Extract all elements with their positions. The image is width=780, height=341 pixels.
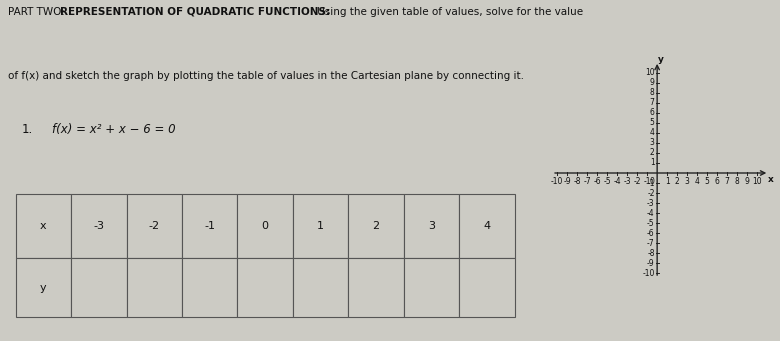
Bar: [404, 194, 459, 258]
Text: -6: -6: [594, 177, 601, 186]
Text: 8: 8: [650, 88, 654, 98]
Bar: [349, 194, 404, 258]
Text: -8: -8: [573, 177, 581, 186]
Text: REPRESENTATION OF QUADRATIC FUNCTIONS:: REPRESENTATION OF QUADRATIC FUNCTIONS:: [60, 7, 331, 17]
Text: 3: 3: [685, 177, 690, 186]
Bar: [237, 258, 293, 317]
Text: -4: -4: [647, 208, 654, 218]
Text: -5: -5: [647, 219, 654, 227]
Text: 1: 1: [650, 159, 654, 167]
Text: 1: 1: [665, 177, 669, 186]
Text: -2: -2: [149, 221, 160, 231]
Text: x: x: [40, 221, 47, 231]
Text: 0: 0: [262, 221, 268, 231]
Text: -1: -1: [204, 221, 215, 231]
Text: -2: -2: [647, 189, 654, 197]
Text: -3: -3: [623, 177, 631, 186]
Text: 4: 4: [650, 129, 654, 137]
Bar: [459, 258, 515, 317]
Text: 7: 7: [650, 99, 654, 107]
Text: -3: -3: [647, 198, 654, 208]
Bar: [126, 258, 182, 317]
Text: 3: 3: [650, 138, 654, 148]
Text: -7: -7: [583, 177, 591, 186]
Text: 4: 4: [484, 221, 491, 231]
Text: 9: 9: [650, 78, 654, 87]
Bar: [182, 258, 237, 317]
Text: -4: -4: [613, 177, 621, 186]
Text: 3: 3: [428, 221, 435, 231]
Text: 2: 2: [373, 221, 380, 231]
Bar: [293, 258, 349, 317]
Bar: [404, 258, 459, 317]
Text: PART TWO:: PART TWO:: [8, 7, 68, 17]
Text: -10: -10: [642, 269, 654, 278]
Text: y: y: [658, 56, 664, 64]
Text: 8: 8: [735, 177, 739, 186]
Bar: [71, 194, 126, 258]
Text: 0: 0: [650, 177, 654, 186]
Text: 4: 4: [695, 177, 700, 186]
Text: -9: -9: [647, 258, 654, 268]
Text: 1: 1: [317, 221, 324, 231]
Text: 1.: 1.: [22, 123, 33, 136]
Text: 10: 10: [645, 69, 654, 77]
Bar: [349, 258, 404, 317]
Text: 2: 2: [675, 177, 679, 186]
Bar: [16, 258, 71, 317]
Text: 9: 9: [745, 177, 750, 186]
Text: x: x: [768, 175, 774, 183]
Bar: [126, 194, 182, 258]
Bar: [459, 194, 515, 258]
Text: 6: 6: [650, 108, 654, 118]
Text: y: y: [40, 283, 47, 293]
Text: -5: -5: [603, 177, 611, 186]
Bar: [16, 194, 71, 258]
Text: of f(x) and sketch the graph by plotting the table of values in the Cartesian pl: of f(x) and sketch the graph by plotting…: [8, 71, 524, 81]
Text: -3: -3: [94, 221, 105, 231]
Bar: [182, 194, 237, 258]
Text: 2: 2: [650, 148, 654, 158]
Bar: [237, 194, 293, 258]
Bar: [293, 194, 349, 258]
Text: 6: 6: [714, 177, 720, 186]
Bar: [71, 258, 126, 317]
Text: -7: -7: [647, 239, 654, 248]
Text: 7: 7: [725, 177, 729, 186]
Text: -8: -8: [647, 249, 654, 257]
Text: 5: 5: [650, 118, 654, 128]
Text: f(x) = x² + x − 6 = 0: f(x) = x² + x − 6 = 0: [52, 123, 176, 136]
Text: -10: -10: [551, 177, 563, 186]
Text: -1: -1: [647, 178, 654, 188]
Text: -9: -9: [563, 177, 571, 186]
Text: -6: -6: [647, 228, 654, 238]
Text: 10: 10: [753, 177, 762, 186]
Text: 5: 5: [705, 177, 710, 186]
Text: Using the given table of values, solve for the value: Using the given table of values, solve f…: [314, 7, 583, 17]
Text: -1: -1: [644, 177, 651, 186]
Text: -2: -2: [633, 177, 641, 186]
